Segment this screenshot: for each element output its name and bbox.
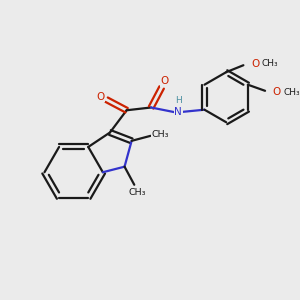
Text: CH₃: CH₃ xyxy=(152,130,169,139)
Text: CH₃: CH₃ xyxy=(128,188,146,197)
Text: O: O xyxy=(251,59,259,69)
Text: CH₃: CH₃ xyxy=(283,88,300,97)
Text: CH₃: CH₃ xyxy=(262,59,278,68)
Text: O: O xyxy=(160,76,169,86)
Text: O: O xyxy=(273,87,281,97)
Text: N: N xyxy=(175,107,182,117)
Text: O: O xyxy=(96,92,105,102)
Text: H: H xyxy=(175,96,182,105)
